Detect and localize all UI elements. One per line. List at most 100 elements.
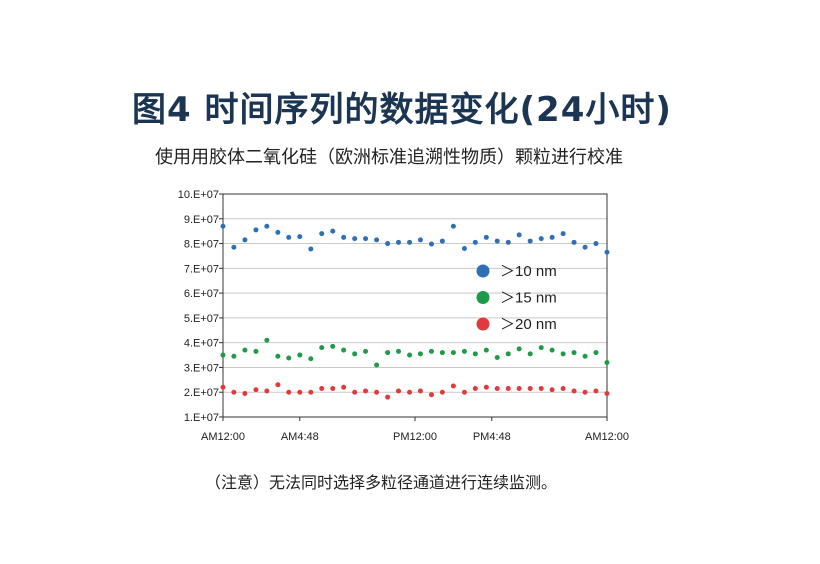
data-point: [407, 239, 413, 245]
data-point: [231, 389, 237, 395]
data-point: [571, 388, 577, 394]
data-point: [439, 389, 445, 395]
legend-label: ＞10 nm: [500, 263, 557, 280]
data-point: [538, 345, 544, 351]
data-point: [516, 386, 522, 392]
data-point: [297, 352, 303, 358]
data-point: [275, 229, 281, 235]
data-point: [560, 386, 566, 392]
data-point: [560, 231, 566, 237]
data-point: [604, 359, 610, 365]
data-point: [593, 241, 599, 247]
data-point: [604, 249, 610, 255]
y-tick-label: 5.E+07: [184, 313, 219, 325]
plot-area: [223, 194, 607, 417]
data-point: [330, 343, 336, 349]
data-point: [363, 348, 369, 354]
data-point: [231, 353, 237, 359]
data-point: [494, 355, 500, 361]
data-point: [461, 389, 467, 395]
x-tick-label: PM12:00: [393, 431, 437, 443]
plot-frame: [222, 193, 608, 418]
data-point: [472, 239, 478, 245]
data-point: [593, 388, 599, 394]
data-point: [538, 236, 544, 242]
y-tick-label: 10.E+07: [178, 189, 219, 201]
data-point: [286, 355, 292, 361]
data-point: [253, 348, 259, 354]
data-point: [549, 387, 555, 393]
data-point: [374, 237, 380, 243]
data-point: [494, 238, 500, 244]
y-tick-label: 2.E+07: [184, 387, 219, 399]
data-point: [242, 237, 248, 243]
data-point: [516, 346, 522, 352]
data-point: [417, 351, 423, 357]
y-tick-label: 1.E+07: [184, 412, 219, 424]
data-point: [308, 389, 314, 395]
data-point: [231, 244, 237, 250]
data-point: [439, 350, 445, 356]
y-tick-label: 6.E+07: [184, 288, 219, 300]
y-tick-label: 7.E+07: [184, 263, 219, 275]
data-point: [319, 231, 325, 237]
data-point: [297, 389, 303, 395]
page-subtitle: 使用用胶体二氧化硅（欧洲标准追溯性物质）颗粒进行校准: [155, 147, 623, 168]
data-point: [483, 347, 489, 353]
data-point: [450, 223, 456, 229]
data-point: [582, 389, 588, 395]
data-point: [297, 234, 303, 240]
x-tick-label: AM12:00: [585, 431, 629, 443]
data-point: [253, 227, 259, 233]
data-point: [505, 239, 511, 245]
data-point: [330, 386, 336, 392]
data-point: [385, 350, 391, 356]
data-point: [505, 386, 511, 392]
data-point: [450, 350, 456, 356]
data-point: [341, 347, 347, 353]
data-point: [242, 347, 248, 353]
data-point: [220, 223, 226, 229]
data-point: [461, 246, 467, 252]
data-point: [461, 348, 467, 354]
data-point: [396, 348, 402, 354]
data-point: [407, 352, 413, 358]
data-point: [242, 390, 248, 396]
data-point: [516, 232, 522, 238]
data-point: [604, 390, 610, 396]
data-point: [428, 241, 434, 247]
data-point: [385, 241, 391, 247]
data-point: [582, 353, 588, 359]
data-point: [428, 392, 434, 398]
data-point: [352, 351, 358, 357]
data-point: [505, 351, 511, 357]
data-point: [385, 394, 391, 400]
data-point: [352, 389, 358, 395]
data-point: [396, 239, 402, 245]
legend-label: ＞20 nm: [500, 316, 557, 333]
y-tick-label: 4.E+07: [184, 338, 219, 350]
data-point: [527, 351, 533, 357]
y-tick-label: 9.E+07: [184, 214, 219, 226]
data-point: [264, 388, 270, 394]
data-point: [549, 234, 555, 240]
data-point: [396, 388, 402, 394]
data-point: [341, 234, 347, 240]
data-point: [308, 356, 314, 362]
data-point: [341, 384, 347, 390]
data-point: [308, 246, 314, 252]
data-point: [560, 351, 566, 357]
data-point: [275, 353, 281, 359]
data-point: [264, 223, 270, 229]
data-point: [275, 382, 281, 388]
data-point: [483, 384, 489, 390]
page-title: 图4 时间序列的数据变化(24小时): [132, 90, 672, 130]
data-point: [527, 386, 533, 392]
footnote: （注意）无法同时选择多粒径通道进行连续监测。: [205, 473, 558, 492]
data-point: [330, 228, 336, 234]
data-point: [439, 238, 445, 244]
data-point: [571, 239, 577, 245]
data-point: [352, 236, 358, 242]
data-point: [264, 337, 270, 343]
